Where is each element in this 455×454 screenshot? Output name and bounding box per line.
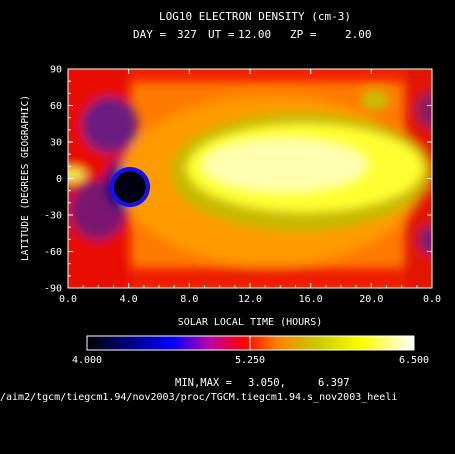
y-tick-label: 90 xyxy=(50,65,62,76)
x-tick-label: 20.0 xyxy=(359,294,383,305)
x-axis-label: SOLAR LOCAL TIME (HOURS) xyxy=(178,317,323,328)
day-label: DAY = xyxy=(133,28,166,41)
source-path: /aim2/tgcm/tiegcm1.94/nov2003/proc/TGCM.… xyxy=(0,392,397,403)
colorbar-min-label: 4.000 xyxy=(72,355,102,366)
x-tick-label: 16.0 xyxy=(299,294,323,305)
minmax-label: MIN,MAX = xyxy=(175,377,232,389)
x-tick-label: 8.0 xyxy=(180,294,198,305)
max-value: 6.397 xyxy=(318,377,350,389)
colorbar-mid-label: 5.250 xyxy=(235,355,265,366)
zp-value: 2.00 xyxy=(345,28,372,41)
y-axis: 90 60 30 0 -30 -60 -90 xyxy=(44,65,432,295)
x-tick-label: 4.0 xyxy=(120,294,138,305)
y-tick-label: 0 xyxy=(56,174,62,185)
chart-title: LOG10 ELECTRON DENSITY (cm-3) xyxy=(159,10,351,23)
y-tick-label: -30 xyxy=(44,211,62,222)
ut-label: UT = xyxy=(208,28,235,41)
heatmap-field xyxy=(68,69,432,288)
chart-subtitle: DAY = 327 UT = 12.00 ZP = 2.00 xyxy=(133,28,372,41)
y-tick-label: 30 xyxy=(50,138,62,149)
x-tick-label: 0.0 xyxy=(423,294,441,305)
min-value: 3.050, xyxy=(248,377,286,389)
x-axis: 0.0 4.0 8.0 12.0 16.0 20.0 0.0 xyxy=(59,69,441,305)
x-tick-label: 0.0 xyxy=(59,294,77,305)
y-tick-label: -90 xyxy=(44,284,62,295)
y-axis-label: LATITUDE (DEGREES GEOGRAPHIC) xyxy=(20,95,31,261)
x-tick-label: 12.0 xyxy=(238,294,262,305)
ut-value: 12.00 xyxy=(238,28,271,41)
zp-label: ZP = xyxy=(290,28,317,41)
y-tick-label: -60 xyxy=(44,247,62,258)
day-value: 327 xyxy=(177,28,197,41)
y-tick-label: 60 xyxy=(50,101,62,112)
colorbar-max-label: 6.500 xyxy=(399,355,429,366)
